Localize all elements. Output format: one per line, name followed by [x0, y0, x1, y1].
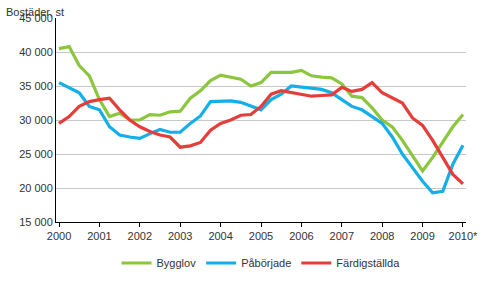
svg-text:2010*: 2010* [449, 230, 478, 242]
svg-text:30 000: 30 000 [19, 114, 53, 126]
svg-text:35 000: 35 000 [19, 80, 53, 92]
svg-text:25 000: 25 000 [19, 148, 53, 160]
svg-text:Bostäder, st: Bostäder, st [6, 6, 64, 18]
svg-text:2001: 2001 [87, 230, 111, 242]
svg-text:2004: 2004 [208, 230, 232, 242]
svg-text:2002: 2002 [128, 230, 152, 242]
svg-text:Färdigställda: Färdigställda [336, 257, 400, 269]
svg-text:2006: 2006 [289, 230, 313, 242]
svg-text:Bygglov: Bygglov [157, 257, 197, 269]
svg-text:40 000: 40 000 [19, 46, 53, 58]
svg-text:45 000: 45 000 [19, 12, 53, 24]
svg-text:20 000: 20 000 [19, 182, 53, 194]
svg-text:2008: 2008 [370, 230, 394, 242]
svg-text:2009: 2009 [410, 230, 434, 242]
svg-text:2007: 2007 [330, 230, 354, 242]
svg-text:2003: 2003 [168, 230, 192, 242]
svg-text:2000: 2000 [47, 230, 71, 242]
svg-text:2005: 2005 [249, 230, 273, 242]
svg-text:15 000: 15 000 [19, 216, 53, 228]
svg-text:Påbörjade: Påbörjade [241, 257, 291, 269]
